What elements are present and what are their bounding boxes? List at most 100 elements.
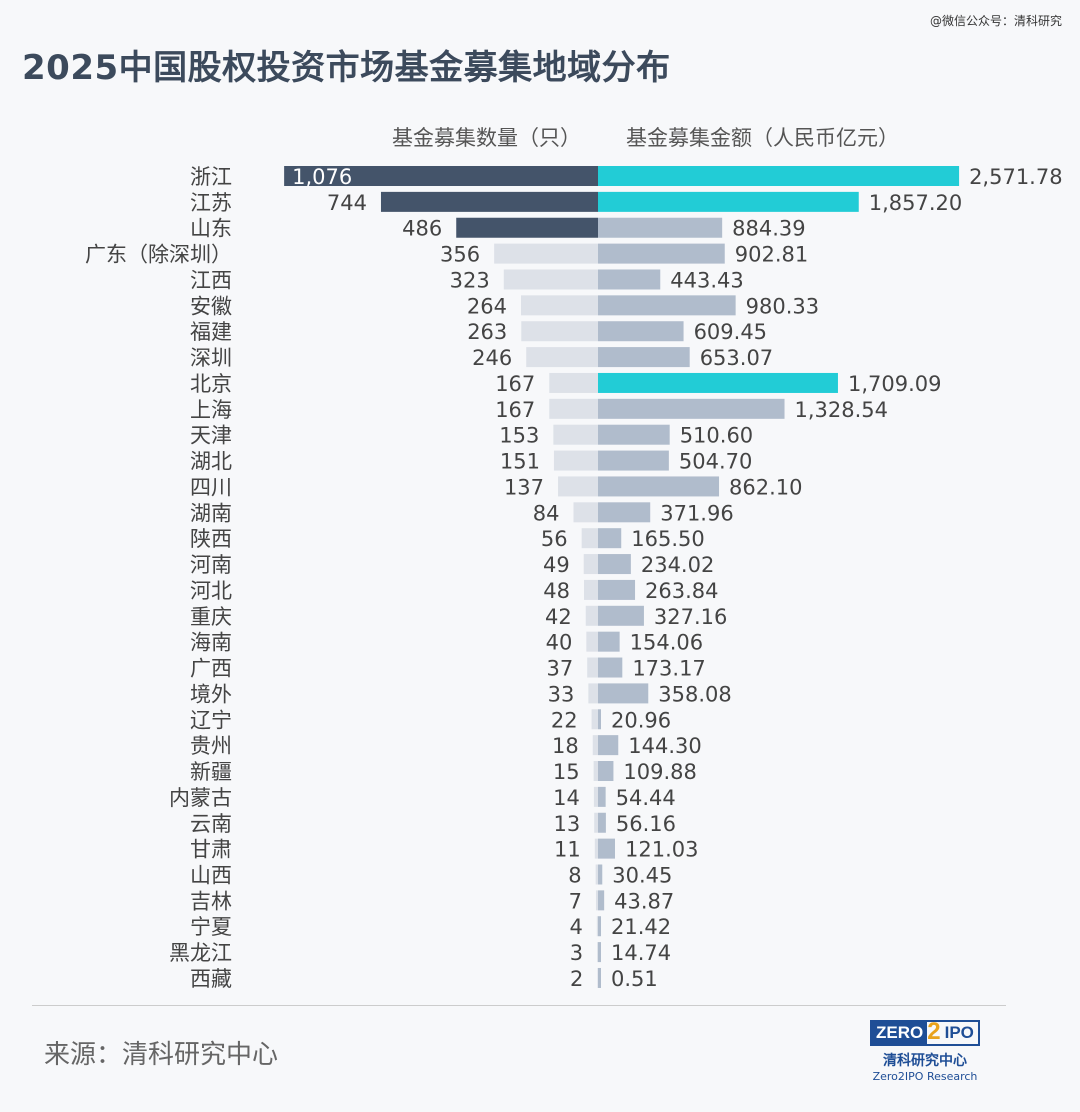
count-label: 137 — [504, 475, 544, 499]
count-bar — [591, 709, 598, 730]
amount-label: 121.03 — [625, 838, 698, 862]
region-label: 重庆 — [190, 605, 232, 629]
region-label: 山东 — [190, 217, 232, 241]
count-label: 263 — [467, 320, 507, 344]
count-label: 84 — [533, 501, 560, 525]
amount-bar — [598, 476, 720, 497]
count-bar — [592, 735, 598, 756]
amount-label: 510.60 — [680, 424, 753, 448]
count-label: 48 — [543, 579, 570, 603]
amount-header: 基金募集金额（人民币亿元） — [626, 126, 899, 150]
count-label: 153 — [499, 424, 539, 448]
count-bar — [526, 347, 598, 368]
count-bar — [595, 864, 598, 885]
chart-title: 2025中国股权投资市场基金募集地域分布 — [22, 48, 671, 88]
count-label: 7 — [569, 889, 582, 913]
count-label: 167 — [495, 398, 535, 422]
region-label: 四川 — [190, 475, 232, 499]
amount-bar — [598, 502, 651, 523]
amount-bar — [598, 761, 614, 782]
count-label: 486 — [402, 217, 442, 241]
count-bar — [380, 191, 598, 212]
count-label: 49 — [543, 553, 570, 577]
region-label: 辽宁 — [190, 708, 232, 732]
count-label: 246 — [472, 346, 512, 370]
count-label: 40 — [546, 631, 573, 655]
amount-label: 43.87 — [614, 889, 674, 913]
count-label: 11 — [554, 838, 581, 862]
count-label: 15 — [553, 760, 580, 784]
count-label: 4 — [569, 915, 582, 939]
bar-chart: 浙江 1,076 2,571.78 江苏 744 1,857.20 山东 486 884.39 广… — [85, 165, 1063, 991]
amount-bar — [598, 191, 859, 212]
amount-bar — [598, 605, 644, 626]
count-label: 356 — [440, 243, 480, 267]
amount-label: 109.88 — [623, 760, 696, 784]
logo-text-zero: ZERO — [872, 1022, 928, 1044]
region-label: 河南 — [190, 553, 232, 577]
count-bar — [585, 605, 598, 626]
region-label: 深圳 — [190, 346, 232, 370]
amount-label: 154.06 — [630, 631, 703, 655]
logo-cn-text: 清科研究中心 — [883, 1053, 967, 1069]
region-label: 吉林 — [190, 889, 232, 913]
count-bar — [593, 761, 598, 782]
count-label: 8 — [568, 863, 581, 887]
count-label: 3 — [570, 941, 583, 965]
region-label: 山西 — [190, 863, 232, 887]
region-label: 浙江 — [190, 165, 232, 189]
amount-label: 1,857.20 — [869, 191, 963, 215]
region-label: 西藏 — [190, 967, 232, 991]
amount-bar — [598, 916, 602, 937]
count-bar — [549, 372, 598, 393]
count-bar — [595, 890, 598, 911]
amount-label: 165.50 — [631, 527, 704, 551]
count-label: 13 — [553, 812, 580, 836]
region-label: 宁夏 — [190, 915, 232, 939]
logo-en-text: Zero2IPO Research — [872, 1070, 978, 1083]
region-label: 湖北 — [190, 450, 232, 474]
count-header: 基金募集数量（只） — [392, 126, 581, 150]
amount-bar — [598, 450, 669, 471]
amount-label: 902.81 — [735, 243, 808, 267]
count-label: 167 — [495, 372, 535, 396]
region-label: 上海 — [190, 398, 232, 422]
amount-bar — [598, 735, 619, 756]
region-label: 安徽 — [190, 294, 232, 318]
count-bar — [586, 631, 598, 652]
amount-bar — [598, 243, 725, 264]
amount-bar — [598, 942, 601, 963]
count-bar — [494, 243, 598, 264]
amount-bar — [598, 166, 960, 186]
count-label: 42 — [545, 605, 572, 629]
amount-bar — [598, 709, 601, 730]
count-label: 33 — [548, 682, 575, 706]
count-bar — [594, 812, 598, 833]
amount-label: 54.44 — [616, 786, 676, 810]
amount-bar — [598, 631, 620, 652]
region-label: 新疆 — [190, 760, 232, 784]
count-bar — [549, 398, 598, 419]
region-label: 河北 — [190, 579, 232, 603]
amount-label: 371.96 — [660, 501, 733, 525]
count-bar — [520, 295, 598, 316]
count-bar — [593, 786, 598, 807]
amount-label: 653.07 — [700, 346, 773, 370]
amount-bar — [598, 528, 622, 549]
amount-label: 30.45 — [612, 863, 672, 887]
count-bar — [456, 217, 598, 238]
amount-bar — [598, 579, 636, 600]
amount-label: 1,709.09 — [848, 372, 942, 396]
region-label: 广东（除深圳） — [85, 243, 232, 267]
amount-bar — [598, 321, 684, 342]
region-label: 甘肃 — [190, 838, 232, 862]
logo-text-ipo: IPO — [944, 1023, 974, 1042]
region-label: 内蒙古 — [169, 786, 232, 810]
amount-label: 884.39 — [732, 217, 805, 241]
amount-bar — [598, 890, 605, 911]
amount-bar — [598, 217, 723, 238]
count-bar — [588, 683, 598, 704]
amount-label: 20.96 — [611, 708, 671, 732]
count-bar — [583, 579, 598, 600]
